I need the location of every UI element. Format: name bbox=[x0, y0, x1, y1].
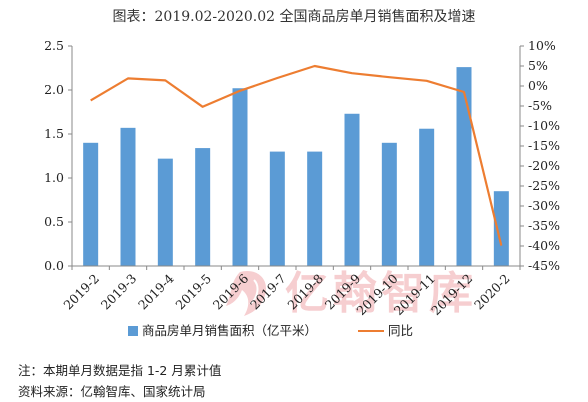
x-tick-label: 2020-2 bbox=[471, 271, 513, 313]
bar bbox=[83, 142, 99, 266]
yoy-line bbox=[90, 64, 503, 246]
left-tick-label: 1.0 bbox=[44, 170, 64, 185]
bar bbox=[381, 142, 397, 266]
footnote: 注：本期单月数据是指 1-2 月累计值 bbox=[18, 363, 222, 378]
right-tick-label: 5% bbox=[528, 58, 548, 73]
bar bbox=[307, 151, 323, 266]
right-tick-label: -10% bbox=[528, 118, 560, 133]
legend-line-label: 同比 bbox=[388, 323, 413, 338]
right-tick-label: -25% bbox=[528, 178, 560, 193]
bar bbox=[456, 67, 472, 267]
left-tick-label: 0.0 bbox=[44, 258, 64, 273]
right-tick-label: -35% bbox=[528, 218, 560, 233]
chart-title: 图表：2019.02-2020.02 全国商品房单月销售面积及增速 bbox=[112, 9, 476, 25]
bar bbox=[232, 88, 248, 267]
bar bbox=[344, 113, 360, 266]
left-tick-label: 2.0 bbox=[44, 82, 64, 97]
legend-bar-swatch bbox=[128, 326, 138, 336]
right-tick-label: -30% bbox=[528, 198, 560, 213]
bar bbox=[493, 191, 509, 266]
right-tick-label: -5% bbox=[528, 98, 552, 113]
right-tick-label: -45% bbox=[528, 258, 560, 273]
left-tick-label: 2.5 bbox=[44, 38, 64, 53]
right-tick-label: 0% bbox=[528, 78, 548, 93]
right-tick-label: 10% bbox=[528, 38, 556, 53]
x-tick-label: 2019-4 bbox=[135, 271, 177, 313]
bar bbox=[195, 148, 211, 266]
svg-text:亿翰智库: 亿翰智库 bbox=[285, 268, 477, 319]
x-tick-label: 2019-2 bbox=[60, 271, 102, 313]
watermark-logo: 亿翰智库 bbox=[226, 268, 477, 319]
x-tick-label: 2019-5 bbox=[172, 271, 214, 313]
left-tick-label: 1.5 bbox=[44, 126, 64, 141]
source-note: 资料来源：亿翰智库、国家统计局 bbox=[18, 384, 206, 399]
bar bbox=[120, 127, 136, 266]
bar bbox=[269, 151, 285, 266]
bar bbox=[157, 158, 173, 266]
x-tick-label: 2019-3 bbox=[98, 271, 140, 313]
right-tick-label: -20% bbox=[528, 158, 560, 173]
right-tick-label: -15% bbox=[528, 138, 560, 153]
bar bbox=[419, 128, 435, 266]
left-tick-label: 0.5 bbox=[44, 214, 64, 229]
legend-bar-label: 商品房单月销售面积（亿平米） bbox=[142, 323, 317, 338]
right-tick-label: -40% bbox=[528, 238, 560, 253]
